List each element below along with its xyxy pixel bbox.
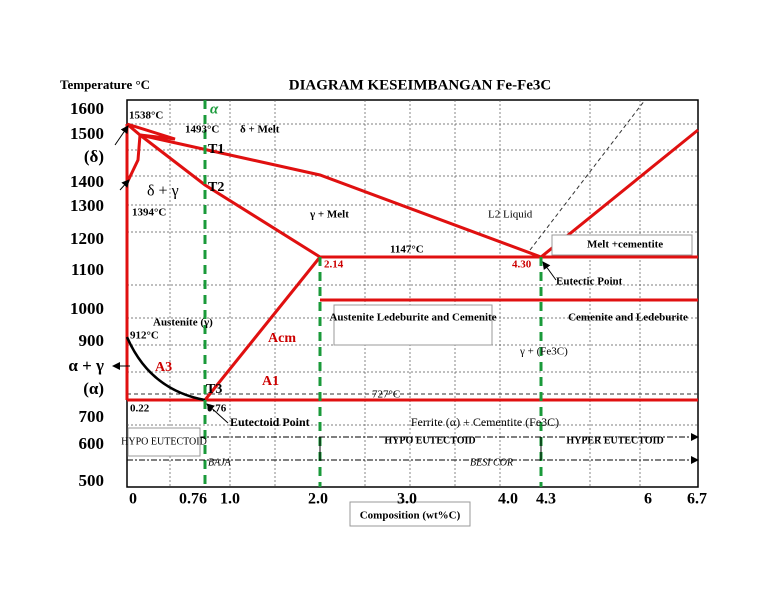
- phase-lines: [112, 99, 699, 487]
- y-label: 500: [79, 471, 105, 490]
- label: 4.30: [512, 259, 532, 271]
- grid: [127, 100, 698, 487]
- y-label: 700: [79, 407, 105, 426]
- label: δ + γ: [147, 183, 179, 200]
- plot-frame: [126, 99, 699, 488]
- label: A1: [262, 374, 279, 389]
- y-label: 1100: [71, 260, 104, 279]
- label: T3: [206, 382, 222, 397]
- y-label: α + γ: [68, 356, 104, 375]
- label: Cemenite and Ledeburite: [568, 312, 688, 324]
- label: Acm: [268, 331, 296, 346]
- label: 1538°C: [129, 110, 163, 122]
- label: L2 Liquid: [488, 209, 533, 221]
- x-label: 0.76: [179, 491, 207, 508]
- y-label: 600: [79, 434, 105, 453]
- boxes: [127, 234, 693, 527]
- x-label: 2.0: [308, 491, 328, 508]
- label: 0.22: [130, 403, 150, 415]
- y-label: (α): [83, 379, 104, 398]
- label: 1493°C: [185, 124, 219, 136]
- y-label: 1500: [70, 124, 104, 143]
- label: δ + Melt: [240, 124, 280, 136]
- label: HYPO EUTECTOID: [384, 435, 475, 446]
- y-label: (δ): [84, 147, 104, 166]
- x-title: Composition (wt%C): [360, 510, 461, 522]
- label: Eutectoid Point: [230, 415, 310, 429]
- label: T2: [208, 180, 224, 195]
- x-label: 1.0: [220, 491, 240, 508]
- label: A3: [155, 360, 172, 375]
- label: Melt +cementite: [587, 239, 663, 251]
- title: DIAGRAM KESEIMBANGAN Fe-Fe3C: [289, 77, 551, 93]
- label: HYPO EUTECTOID: [121, 436, 207, 447]
- label: T1: [208, 142, 224, 157]
- x-label: 3.0: [397, 491, 417, 508]
- x-label: 6.7: [687, 491, 707, 508]
- label: 2.14: [324, 259, 344, 271]
- label: 727°C: [372, 389, 400, 401]
- y-label: 1300: [70, 196, 104, 215]
- y-label: 900: [79, 331, 105, 350]
- x-label: 4.0: [498, 491, 518, 508]
- label: γ + (Fe3C): [519, 346, 568, 358]
- y-title: Temperature °C: [60, 77, 150, 92]
- label: 912°C: [130, 330, 159, 342]
- label: 1147°C: [390, 244, 424, 256]
- label: 0.76: [207, 403, 227, 415]
- y-label: 1600: [70, 99, 104, 118]
- y-label: 1200: [70, 229, 104, 248]
- x-label: 4.3: [536, 491, 556, 508]
- annotations: 1538°C 1493°C δ + Melt T1 T2 δ + γ 1394°…: [121, 101, 688, 468]
- y-label: 1000: [70, 299, 104, 318]
- label: 1394°C: [132, 207, 166, 219]
- label: Eutectic Point: [556, 276, 623, 288]
- label: HYPER EUTECTOID: [566, 435, 663, 446]
- y-label: 1400: [70, 172, 104, 191]
- label: BESI COR: [470, 457, 513, 468]
- label: BAJA: [208, 457, 232, 468]
- label: Austenite (γ): [153, 317, 213, 329]
- x-label: 0: [129, 491, 137, 508]
- label: α: [210, 101, 219, 117]
- x-label: 6: [644, 491, 652, 508]
- label: γ + Melt: [309, 209, 349, 221]
- label: Austenite Ledeburite and Cemenite: [329, 312, 496, 324]
- label: Ferrite (α) + Cementite (Fe3C): [411, 415, 559, 429]
